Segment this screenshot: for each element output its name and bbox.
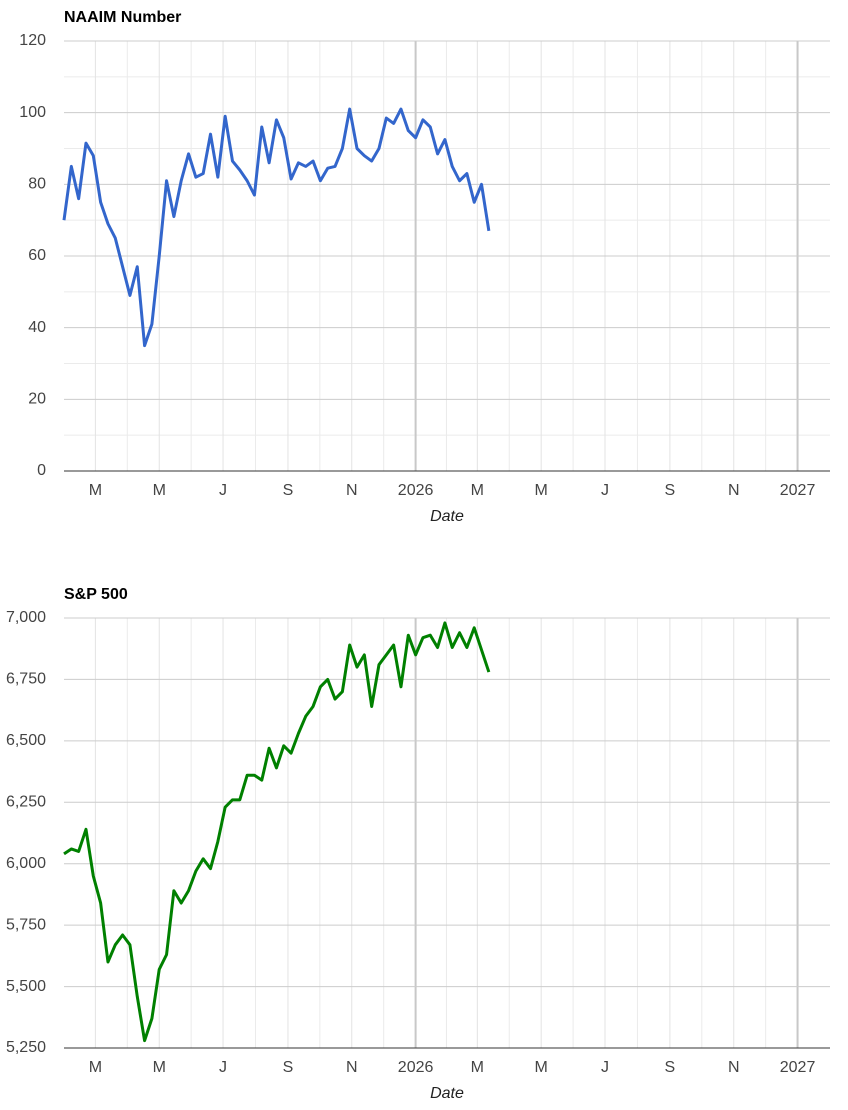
y-tick-label: 80 — [28, 176, 46, 193]
y-tick-label: 6,500 — [6, 732, 46, 749]
x-tick-label: 2027 — [780, 482, 816, 499]
y-tick-label: 6,000 — [6, 855, 46, 872]
x-axis-title: Date — [430, 1085, 464, 1102]
chart-title: NAAIM Number — [64, 9, 181, 26]
y-tick-label: 6,750 — [6, 671, 46, 688]
y-tick-label: 7,000 — [6, 609, 46, 626]
x-tick-label: J — [219, 1059, 227, 1076]
y-tick-label: 5,500 — [6, 978, 46, 995]
chart-title: S&P 500 — [64, 586, 128, 603]
x-tick-label: 2026 — [398, 1059, 434, 1076]
x-tick-label: S — [665, 1059, 676, 1076]
chart: S&P 500 M M J S N 2026 M M J S N 2027 5,250 5,500 5,750… — [6, 586, 830, 1102]
y-tick-label: 20 — [28, 391, 46, 408]
x-tick-label: M — [471, 482, 484, 499]
y-tick-label: 60 — [28, 247, 46, 264]
x-tick-label: N — [346, 1059, 358, 1076]
x-tick-label: J — [601, 482, 609, 499]
x-tick-label: S — [283, 1059, 294, 1076]
x-tick-label: S — [665, 482, 676, 499]
data-line — [62, 107, 491, 348]
y-tick-label: 100 — [19, 104, 46, 121]
y-tick-label: 5,250 — [6, 1039, 46, 1056]
x-tick-label: M — [89, 482, 102, 499]
y-tick-label: 40 — [28, 319, 46, 336]
y-tick-label: 0 — [37, 462, 46, 479]
y-tick-label: 120 — [19, 32, 46, 49]
x-tick-label: M — [535, 1059, 548, 1076]
x-tick-label: J — [601, 1059, 609, 1076]
x-tick-label: M — [535, 482, 548, 499]
x-axis-title: Date — [430, 508, 464, 525]
y-tick-label: 5,750 — [6, 916, 46, 933]
x-tick-label: M — [153, 482, 166, 499]
x-tick-label: N — [346, 482, 358, 499]
x-tick-label: M — [471, 1059, 484, 1076]
x-tick-label: N — [728, 482, 740, 499]
chart: NAAIM Number M M J S N 2026 M M J S N 2027 0 20 40 60 80 1… — [19, 9, 830, 525]
x-tick-label: 2026 — [398, 482, 434, 499]
x-tick-label: 2027 — [780, 1059, 816, 1076]
y-tick-label: 6,250 — [6, 794, 46, 811]
x-tick-label: S — [283, 482, 294, 499]
data-line — [63, 621, 491, 1043]
x-tick-label: J — [219, 482, 227, 499]
x-tick-label: M — [89, 1059, 102, 1076]
x-tick-label: M — [153, 1059, 166, 1076]
x-tick-label: N — [728, 1059, 740, 1076]
